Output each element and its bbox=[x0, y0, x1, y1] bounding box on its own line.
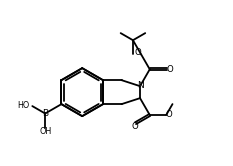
Text: O: O bbox=[135, 48, 141, 57]
Text: O: O bbox=[166, 111, 172, 120]
Text: N: N bbox=[137, 81, 143, 90]
Text: HO: HO bbox=[17, 101, 30, 110]
Text: B: B bbox=[42, 109, 48, 118]
Text: O: O bbox=[167, 65, 173, 74]
Text: OH: OH bbox=[39, 127, 51, 136]
Text: O: O bbox=[131, 122, 138, 131]
